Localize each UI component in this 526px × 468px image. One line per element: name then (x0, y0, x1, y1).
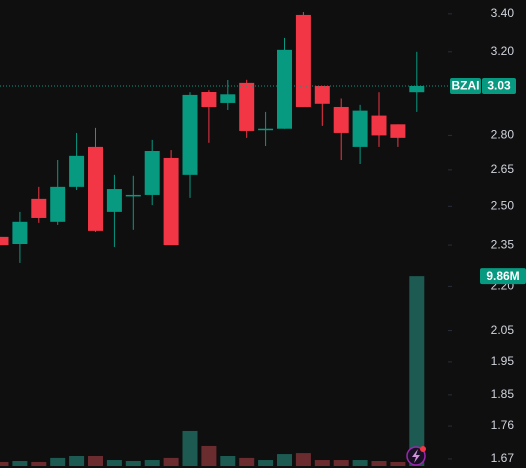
volume-label: 9.86M (486, 269, 519, 283)
candle-body (390, 124, 406, 138)
candle-body (88, 146, 103, 231)
alert-icon[interactable] (406, 446, 426, 466)
volume-bar (106, 460, 122, 466)
candle-body (371, 115, 387, 136)
volume-bar (314, 460, 330, 466)
candle-body (352, 110, 368, 147)
candle-body (125, 194, 141, 197)
volume-bar (182, 430, 198, 466)
volume-bar (69, 455, 85, 466)
volume-bar (12, 460, 28, 466)
volume-bar (371, 460, 387, 466)
volume-bar (333, 460, 349, 466)
volume-bar (295, 453, 311, 466)
y-tick-label: 2.50 (491, 199, 515, 213)
candle-body (12, 221, 28, 245)
y-tick-label: 3.20 (491, 44, 515, 58)
y-tick-label: 2.05 (491, 323, 515, 337)
volume-bar (0, 461, 9, 466)
candle-body (333, 106, 349, 133)
volume-bar (409, 276, 425, 466)
candle-body (50, 186, 66, 222)
volume-bar (144, 460, 160, 466)
candle-body (295, 14, 311, 107)
volume-bar (352, 460, 368, 466)
candle-body (69, 155, 85, 187)
volume-tag (480, 268, 526, 285)
y-tick-label: 2.35 (491, 237, 515, 251)
symbol-label: BZAI (452, 79, 480, 93)
plot-area (0, 12, 425, 466)
volume-bar (31, 461, 47, 466)
volume-bar (220, 455, 236, 466)
volume-bar (163, 457, 179, 466)
candle-body (220, 94, 236, 103)
symbol-tag (450, 77, 481, 94)
price-label: 3.03 (487, 79, 511, 93)
y-tick-label: 3.40 (491, 6, 515, 20)
candle-body (163, 157, 179, 246)
volume-bar (390, 461, 406, 466)
volume-bar (258, 460, 274, 466)
price-axis: 3.403.202.802.652.502.352.202.051.951.85… (448, 6, 514, 465)
y-tick-label: 1.67 (491, 451, 515, 465)
candle-body (0, 236, 9, 246)
candle-body (277, 49, 292, 129)
volume-bar (277, 454, 292, 466)
candle-body (106, 189, 122, 212)
candle-body (201, 91, 217, 107)
candle-body (31, 198, 47, 218)
y-tick-label: 1.85 (491, 387, 515, 401)
volume-bar (88, 455, 103, 466)
y-tick-label: 1.95 (491, 354, 515, 368)
volume-bar (201, 445, 217, 466)
candle-body (182, 94, 198, 175)
candle-body (314, 85, 330, 104)
y-tick-label: 2.65 (491, 162, 515, 176)
volume-bar (50, 457, 66, 466)
price-tag (482, 77, 516, 94)
candle-body (409, 85, 425, 93)
volume-bar (125, 460, 141, 466)
candle-body (258, 128, 274, 131)
candle-body (144, 151, 160, 195)
volume-bar (239, 457, 255, 466)
y-tick-label: 2.80 (491, 128, 515, 142)
y-tick-label: 1.76 (491, 418, 515, 432)
candle-body (239, 82, 255, 131)
